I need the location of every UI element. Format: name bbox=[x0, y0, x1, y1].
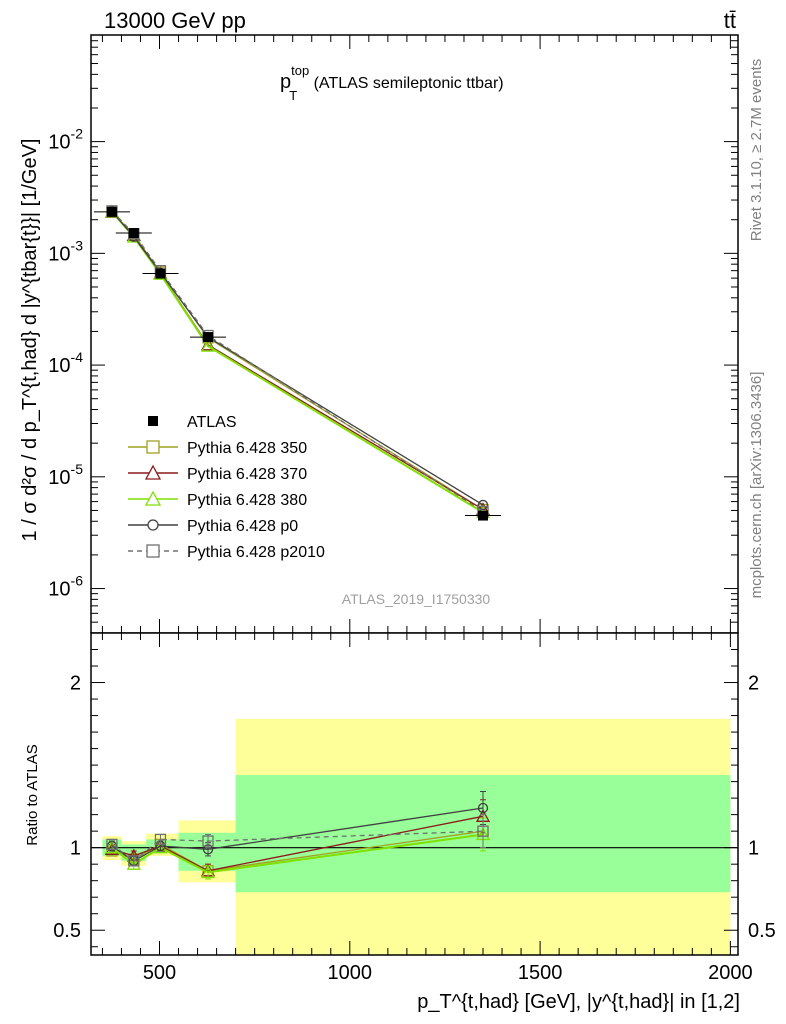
legend-label-atlas: ATLAS bbox=[187, 414, 237, 431]
ratio-panel bbox=[91, 633, 738, 955]
ratio-point-p380 bbox=[200, 865, 216, 879]
legend-marker-p350 bbox=[146, 440, 160, 454]
point-atlas bbox=[478, 510, 489, 521]
legend-marker-p2010 bbox=[146, 544, 160, 558]
ratio-series-layer bbox=[104, 791, 491, 880]
legend-label-p350: Pythia 6.428 350 bbox=[187, 440, 307, 457]
plot-title-sub: T bbox=[289, 88, 297, 103]
ratio-point-p2010 bbox=[202, 835, 214, 847]
ratio-ytick-label-right: 0.5 bbox=[748, 920, 776, 942]
main-ytick-label: 10-2 bbox=[48, 126, 83, 154]
main-series-layer bbox=[93, 204, 502, 521]
rivet-version-label: Rivet 3.1.10, ≥ 2.7M events bbox=[748, 59, 765, 242]
ratio-point-p2010 bbox=[477, 825, 489, 837]
point-p380 bbox=[200, 338, 216, 352]
ratio-line-p2010 bbox=[111, 830, 484, 862]
legend-marker-p380 bbox=[144, 490, 162, 506]
series-line-p2010 bbox=[111, 210, 484, 512]
header-right-label: tt̄ bbox=[724, 8, 736, 33]
ratio-ylabel: Ratio to ATLAS bbox=[24, 744, 41, 845]
legend-label-p0: Pythia 6.428 p0 bbox=[187, 518, 298, 535]
ratio-ytick-label-left: 0.5 bbox=[53, 920, 81, 942]
ratio-ytick-label-left: 2 bbox=[70, 673, 81, 695]
mcplots-label: mcplots.cern.ch [arXiv:1306.3436] bbox=[748, 372, 765, 599]
main-ytick-label: 10-5 bbox=[48, 461, 83, 489]
legend-marker-p0 bbox=[147, 519, 159, 531]
ratio-ytick-label-right: 2 bbox=[748, 673, 759, 695]
xtick-label: 2000 bbox=[708, 962, 753, 984]
main-ytick-label: 10-4 bbox=[48, 349, 83, 377]
legend-label-p2010: Pythia 6.428 p2010 bbox=[187, 544, 325, 561]
main-axes: 10-6 10-5 10-4 10-3 10-2 bbox=[48, 34, 739, 634]
main-ytick-label: 10-6 bbox=[48, 573, 83, 601]
point-atlas bbox=[155, 268, 166, 279]
plot-title-suffix: (ATLAS semileptonic ttbar) bbox=[309, 75, 503, 92]
legend-marker-atlas bbox=[148, 416, 158, 426]
ratio-frame bbox=[90, 632, 739, 956]
main-ylabel: 1 / σ d²σ / d p_T^{t,had} d |y^{tbar{t}}… bbox=[19, 139, 41, 542]
header-left-label: 13000 GeV pp bbox=[104, 8, 246, 33]
ratio-point-p2010 bbox=[106, 838, 118, 851]
ratio-point-p2010 bbox=[154, 833, 167, 846]
point-p0 bbox=[477, 499, 489, 511]
ratio-ytick-label-left: 1 bbox=[70, 838, 81, 860]
point-atlas bbox=[106, 206, 117, 217]
xtick-label: 1000 bbox=[328, 962, 373, 984]
legend-marker-p370 bbox=[144, 464, 162, 480]
point-atlas bbox=[203, 332, 214, 343]
legend-label-p370: Pythia 6.428 370 bbox=[187, 466, 307, 483]
ratio-band-inner bbox=[178, 832, 236, 871]
main-ytick-label: 10-3 bbox=[48, 237, 83, 265]
plot-title-main: p bbox=[280, 71, 291, 93]
xlabel: p_T^{t,had} [GeV], |y^{t,had}| in [1,2] bbox=[417, 991, 740, 1013]
ratio-axes: 0.5 0.5 1 1 2 2 500 1000 1500 2000 bbox=[53, 632, 776, 984]
ratio-point-p2010 bbox=[128, 855, 140, 867]
point-atlas bbox=[128, 228, 139, 239]
analysis-id-label: ATLAS_2019_I1750330 bbox=[342, 591, 491, 607]
main-ylabel-text: 1 / σ d²σ / d p_T^{t,had} d |y^{tbar{t}}… bbox=[19, 139, 41, 542]
legend-label-p380: Pythia 6.428 380 bbox=[187, 492, 307, 509]
plot-title-sup: top bbox=[291, 63, 309, 78]
xtick-label: 1500 bbox=[518, 962, 563, 984]
ratio-point-p0 bbox=[477, 802, 489, 814]
ratio-ytick-label-right: 1 bbox=[748, 838, 759, 860]
xtick-label: 500 bbox=[143, 962, 176, 984]
legend: ATLAS Pythia 6.428 350 Pythia 6.428 370 Pyt… bbox=[128, 414, 325, 561]
plot-title: ptop T (ATLAS semileptonic ttbar) bbox=[280, 63, 504, 103]
